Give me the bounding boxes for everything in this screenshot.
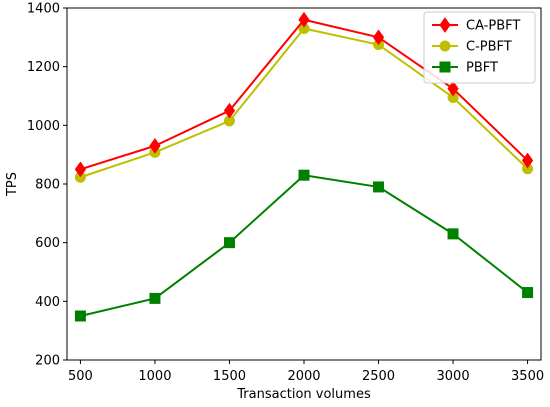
y-tick-label: 600 <box>35 236 60 251</box>
legend-label: CA-PBFT <box>466 19 520 34</box>
pbft-series-point <box>447 228 459 240</box>
legend: CA-PBFT C-PBFT PBFT <box>423 11 536 84</box>
y-tick-label: 1400 <box>27 2 60 17</box>
y-tick-label: 800 <box>35 178 60 193</box>
ca-pbft-series-point <box>223 102 236 119</box>
y-tick-label: 1200 <box>27 60 60 75</box>
legend-item-pbft: PBFT <box>432 61 498 76</box>
pbft-series-point <box>223 237 235 249</box>
y-tick-label: 200 <box>35 354 60 369</box>
legend-item-c-pbft: C-PBFT <box>432 40 512 55</box>
pbft-series-line <box>80 174 529 317</box>
x-tick-label: 1500 <box>213 369 246 384</box>
series-layer <box>74 11 534 322</box>
y-tick-label: 1000 <box>27 119 60 134</box>
x-tick-label: 3000 <box>437 369 470 384</box>
pbft-series-point <box>74 310 86 322</box>
ca-pbft-series-point <box>372 29 385 46</box>
pbft-series-point <box>149 292 161 304</box>
legend-box <box>423 11 536 84</box>
y-axis: 200 400 600 800 1000 1200 1400 <box>27 2 67 369</box>
y-tick-label: 400 <box>35 295 60 310</box>
legend-label: C-PBFT <box>466 40 512 55</box>
pbft-series <box>74 169 534 322</box>
ca-pbft-series <box>74 11 534 178</box>
pbft-series-point <box>522 287 534 299</box>
x-tick-label: 1000 <box>138 369 171 384</box>
ca-pbft-series-point <box>447 80 459 97</box>
x-tick-label: 2500 <box>362 369 395 384</box>
x-tick-label: 3500 <box>511 369 544 384</box>
x-axis: 500 1000 1500 2000 2500 3000 3500 <box>68 360 544 384</box>
legend-ca-pbft-point <box>439 17 451 33</box>
ca-pbft-series-point <box>74 161 87 178</box>
legend-label: PBFT <box>466 61 498 76</box>
x-axis-title: Transaction volumes <box>236 387 371 402</box>
legend-item-ca-pbft: CA-PBFT <box>432 17 520 34</box>
legend-pbft-point <box>439 61 451 73</box>
pbft-series-point <box>373 181 385 193</box>
ca-pbft-series-point <box>149 138 161 154</box>
y-axis-title: TPS <box>5 172 20 197</box>
pbft-series-point <box>298 169 310 181</box>
x-tick-label: 2000 <box>287 369 320 384</box>
x-tick-label: 500 <box>68 369 93 384</box>
ca-pbft-series-point <box>521 152 534 169</box>
ca-pbft-series-point <box>298 11 310 28</box>
legend-c-pbft-point <box>439 40 451 52</box>
